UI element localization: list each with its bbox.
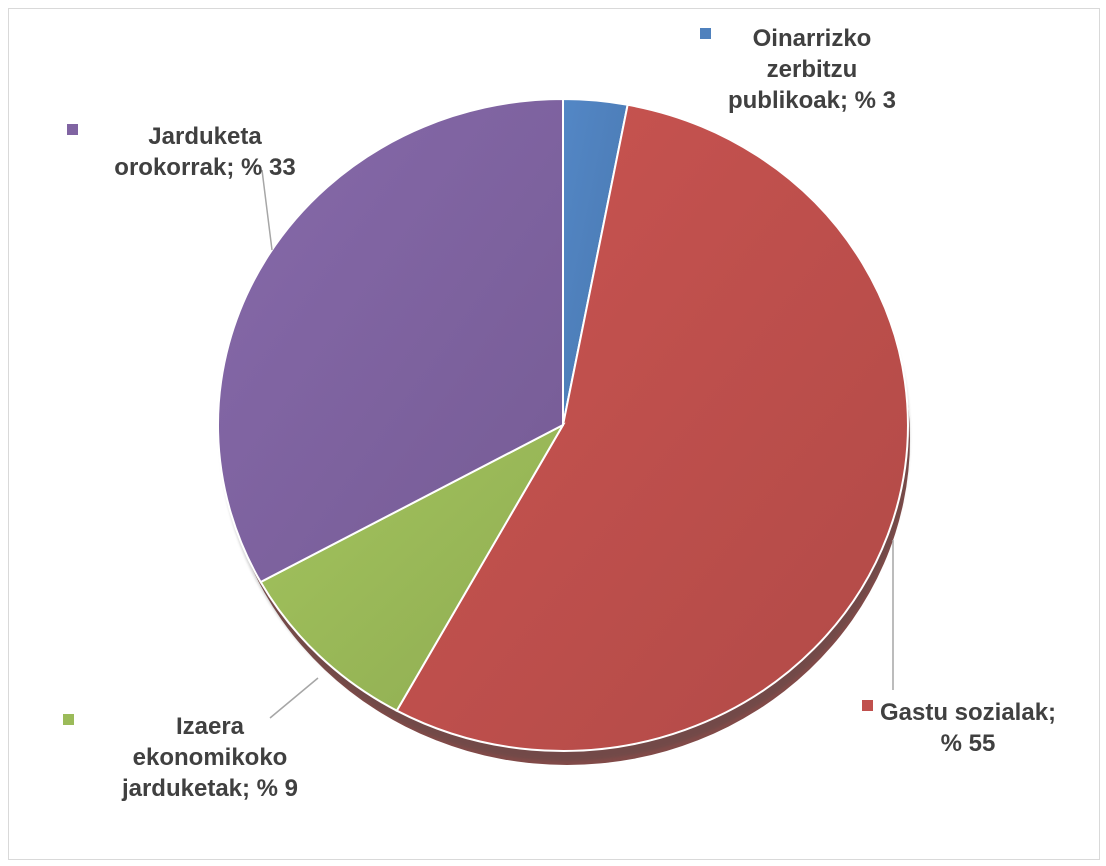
- leader-line-izaera-ekonomikoko-jarduketak: [269, 677, 319, 719]
- data-label-gastu-sozialak: Gastu sozialak; % 55: [880, 699, 1056, 757]
- leader-line-jarduketa-orokorrak: [261, 169, 273, 251]
- legend-marker-oinarrizko-zerbitzu-publikoak: [700, 28, 711, 39]
- data-label-oinarrizko-zerbitzu-publikoak: Oinarrizko zerbitzu publikoak; % 3: [728, 25, 896, 114]
- data-labels: Oinarrizko zerbitzu publikoak; % 3 Gastu so…: [63, 25, 1056, 802]
- data-label-line: Oinarrizko: [753, 25, 872, 52]
- data-label-jarduketa-orokorrak: Jarduketa orokorrak; % 33: [114, 123, 295, 181]
- legend-marker-izaera-ekonomikoko-jarduketak: [63, 714, 74, 725]
- data-label-line: Gastu sozialak;: [880, 699, 1056, 726]
- data-label-line: jarduketak; % 9: [121, 775, 298, 802]
- data-label-line: ekonomikoko: [133, 744, 288, 771]
- pie-slice-gastu-sozialak: [395, 103, 909, 752]
- data-label-line: % 55: [941, 730, 996, 757]
- data-label-izaera-ekonomikoko-jarduketak: Izaera ekonomikoko jarduketak; % 9: [121, 713, 298, 802]
- leader-lines: [261, 169, 894, 719]
- data-label-line: Jarduketa: [148, 123, 262, 150]
- legend-marker-jarduketa-orokorrak: [67, 124, 78, 135]
- data-label-line: Izaera: [176, 713, 245, 740]
- data-label-line: publikoak; % 3: [728, 87, 896, 114]
- pie-slices: [217, 97, 909, 752]
- data-label-line: zerbitzu: [767, 56, 858, 83]
- pie-slice-jarduketa-orokorrak: [217, 97, 564, 584]
- data-label-line: orokorrak; % 33: [114, 154, 295, 181]
- pie-slice-izaera-ekonomikoko-jarduketak: [259, 422, 566, 713]
- legend-marker-gastu-sozialak: [862, 700, 873, 711]
